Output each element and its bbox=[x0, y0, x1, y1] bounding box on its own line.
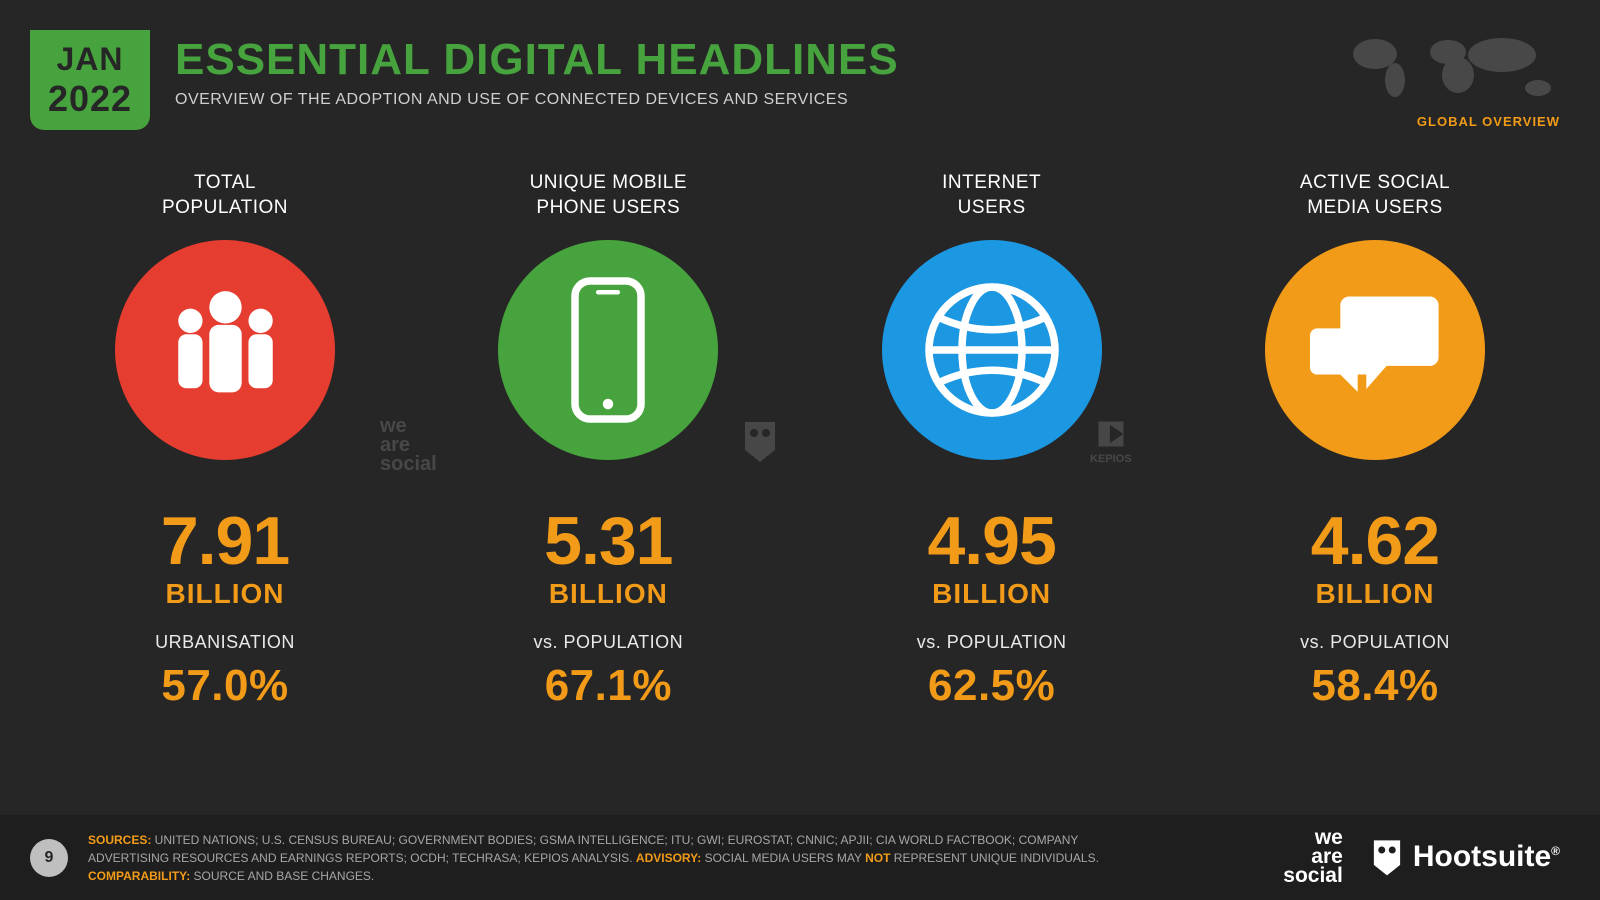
sources-label: SOURCES: bbox=[88, 833, 151, 847]
stat-cards: TOTAL POPULATION 7.91 BILLION URBANISATI… bbox=[60, 170, 1540, 711]
world-map-icon bbox=[1340, 30, 1560, 105]
card-percent-value: 57.0% bbox=[60, 661, 390, 711]
card-unit: BILLION bbox=[60, 578, 390, 610]
wearesocial-logo: we are social bbox=[1283, 829, 1343, 886]
comparability-body: SOURCE AND BASE CHANGES. bbox=[190, 869, 374, 883]
comparability-label: COMPARABILITY: bbox=[88, 869, 190, 883]
footer-text: SOURCES: UNITED NATIONS; U.S. CENSUS BUR… bbox=[88, 831, 1138, 885]
card-label: INTERNET USERS bbox=[827, 170, 1157, 222]
card-value: 7.91 bbox=[60, 502, 390, 580]
card-percent-value: 58.4% bbox=[1210, 661, 1540, 711]
advisory-label: ADVISORY: bbox=[636, 851, 701, 865]
card-percent-label: vs. POPULATION bbox=[443, 632, 773, 653]
phone-icon bbox=[548, 275, 668, 425]
date-month: JAN bbox=[56, 41, 123, 78]
advisory-not: NOT bbox=[865, 851, 890, 865]
icon-circle bbox=[498, 240, 718, 460]
card-percent-value: 62.5% bbox=[827, 661, 1157, 711]
date-year: 2022 bbox=[48, 78, 132, 120]
people-icon bbox=[158, 283, 293, 418]
card-percent-label: vs. POPULATION bbox=[1210, 632, 1540, 653]
advisory-body-1: SOCIAL MEDIA USERS MAY bbox=[701, 851, 865, 865]
advisory-body-2: REPRESENT UNIQUE INDIVIDUALS. bbox=[890, 851, 1099, 865]
overview-label: GLOBAL OVERVIEW bbox=[1340, 114, 1560, 129]
card-value: 4.95 bbox=[827, 502, 1157, 580]
footer-logos: we are social Hootsuite® bbox=[1283, 829, 1560, 886]
card-social: ACTIVE SOCIAL MEDIA USERS 4.62 BILLION v… bbox=[1210, 170, 1540, 711]
card-percent-label: URBANISATION bbox=[60, 632, 390, 653]
page-number: 9 bbox=[30, 839, 68, 877]
card-value: 5.31 bbox=[443, 502, 773, 580]
hootsuite-text: Hootsuite bbox=[1413, 840, 1551, 873]
icon-circle bbox=[115, 240, 335, 460]
icon-circle bbox=[882, 240, 1102, 460]
global-overview: GLOBAL OVERVIEW bbox=[1340, 30, 1560, 129]
card-value: 4.62 bbox=[1210, 502, 1540, 580]
card-label: UNIQUE MOBILE PHONE USERS bbox=[443, 170, 773, 222]
page-subtitle: OVERVIEW OF THE ADOPTION AND USE OF CONN… bbox=[175, 91, 899, 109]
header: ESSENTIAL DIGITAL HEADLINES OVERVIEW OF … bbox=[175, 35, 899, 109]
icon-circle bbox=[1265, 240, 1485, 460]
card-percent-value: 67.1% bbox=[443, 661, 773, 711]
footer: 9 SOURCES: UNITED NATIONS; U.S. CENSUS B… bbox=[0, 815, 1600, 900]
card-label: TOTAL POPULATION bbox=[60, 170, 390, 222]
card-unit: BILLION bbox=[827, 578, 1157, 610]
globe-icon bbox=[917, 275, 1067, 425]
page-title: ESSENTIAL DIGITAL HEADLINES bbox=[175, 35, 899, 85]
date-badge: JAN 2022 bbox=[30, 30, 150, 130]
chat-icon bbox=[1300, 285, 1450, 415]
card-unit: BILLION bbox=[443, 578, 773, 610]
card-percent-label: vs. POPULATION bbox=[827, 632, 1157, 653]
owl-icon bbox=[1369, 836, 1405, 878]
hootsuite-logo: Hootsuite® bbox=[1369, 836, 1560, 878]
card-unit: BILLION bbox=[1210, 578, 1540, 610]
registered-icon: ® bbox=[1551, 844, 1560, 858]
card-label: ACTIVE SOCIAL MEDIA USERS bbox=[1210, 170, 1540, 222]
card-mobile: UNIQUE MOBILE PHONE USERS 5.31 BILLION v… bbox=[443, 170, 773, 711]
card-internet: INTERNET USERS 4.95 BILLION vs. POPULATI… bbox=[827, 170, 1157, 711]
card-population: TOTAL POPULATION 7.91 BILLION URBANISATI… bbox=[60, 170, 390, 711]
